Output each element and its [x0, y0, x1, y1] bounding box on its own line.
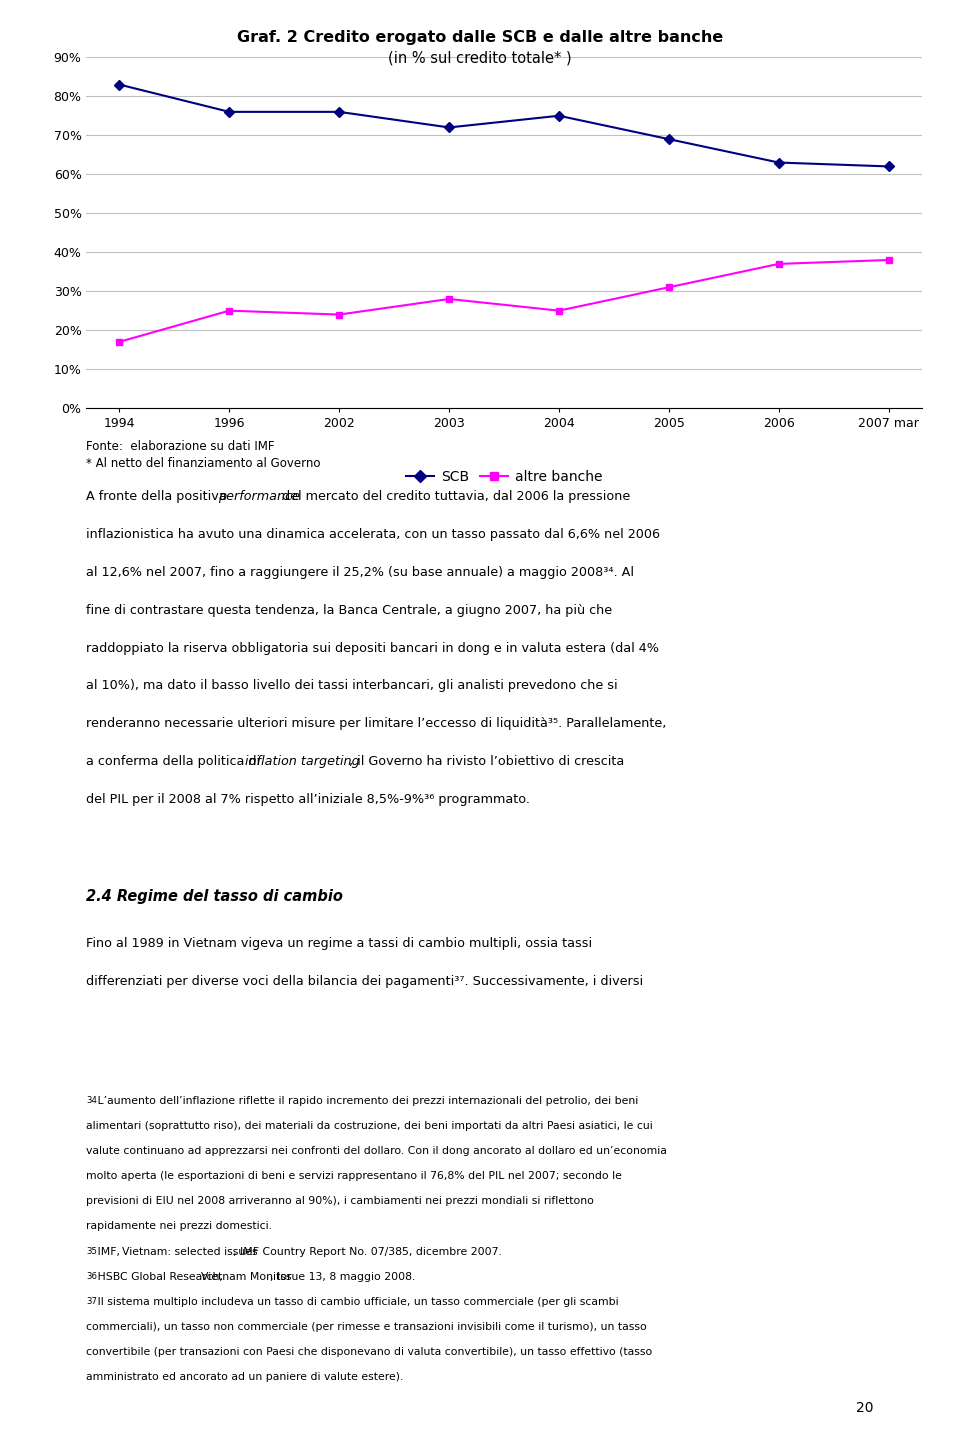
Text: amministrato ed ancorato ad un paniere di valute estere).: amministrato ed ancorato ad un paniere d…: [86, 1372, 404, 1382]
Text: al 12,6% nel 2007, fino a raggiungere il 25,2% (su base annuale) a maggio 2008³⁴: al 12,6% nel 2007, fino a raggiungere il…: [86, 566, 635, 579]
Legend: SCB, altre banche: SCB, altre banche: [400, 464, 608, 490]
Text: (in % sul credito totale* ): (in % sul credito totale* ): [388, 50, 572, 64]
Text: raddoppiato la riserva obbligatoria sui depositi bancari in dong e in valuta est: raddoppiato la riserva obbligatoria sui …: [86, 642, 660, 654]
Text: inflation targeting: inflation targeting: [245, 756, 360, 769]
Text: del PIL per il 2008 al 7% rispetto all’iniziale 8,5%-9%³⁶ programmato.: del PIL per il 2008 al 7% rispetto all’i…: [86, 793, 530, 806]
Text: , il Governo ha rivisto l’obiettivo di crescita: , il Governo ha rivisto l’obiettivo di c…: [349, 756, 625, 769]
Text: a conferma della politica di: a conferma della politica di: [86, 756, 265, 769]
Text: fine di contrastare questa tendenza, la Banca Centrale, a giugno 2007, ha più ch: fine di contrastare questa tendenza, la …: [86, 604, 612, 617]
Text: IMF,: IMF,: [94, 1246, 123, 1256]
Text: convertibile (per transazioni con Paesi che disponevano di valuta convertibile),: convertibile (per transazioni con Paesi …: [86, 1346, 653, 1356]
Text: Vietnam: selected issues: Vietnam: selected issues: [122, 1246, 257, 1256]
Text: performance: performance: [218, 490, 300, 503]
Text: differenziati per diverse voci della bilancia dei pagamenti³⁷. Successivamente, : differenziati per diverse voci della bil…: [86, 975, 643, 988]
Text: rapidamente nei prezzi domestici.: rapidamente nei prezzi domestici.: [86, 1221, 273, 1232]
Text: alimentari (soprattutto riso), dei materiali da costruzione, dei beni importati : alimentari (soprattutto riso), dei mater…: [86, 1121, 653, 1131]
Text: Vietnam Monitor: Vietnam Monitor: [201, 1272, 291, 1282]
Text: del mercato del credito tuttavia, dal 2006 la pressione: del mercato del credito tuttavia, dal 20…: [278, 490, 631, 503]
Text: HSBC Global Research,: HSBC Global Research,: [94, 1272, 227, 1282]
Text: 37: 37: [86, 1297, 97, 1306]
Text: * Al netto del finanziamento al Governo: * Al netto del finanziamento al Governo: [86, 457, 321, 470]
Text: al 10%), ma dato il basso livello dei tassi interbancari, gli analisti prevedono: al 10%), ma dato il basso livello dei ta…: [86, 679, 618, 693]
Text: 34: 34: [86, 1097, 97, 1106]
Text: 35: 35: [86, 1246, 97, 1256]
Text: valute continuano ad apprezzarsi nei confronti del dollaro. Con il dong ancorato: valute continuano ad apprezzarsi nei con…: [86, 1146, 667, 1156]
Text: commerciali), un tasso non commerciale (per rimesse e transazioni invisibili com: commerciali), un tasso non commerciale (…: [86, 1322, 647, 1332]
Text: renderanno necessarie ulteriori misure per limitare l’eccesso di liquidità³⁵. Pa: renderanno necessarie ulteriori misure p…: [86, 717, 667, 730]
Text: 2.4 Regime del tasso di cambio: 2.4 Regime del tasso di cambio: [86, 888, 344, 904]
Text: 20: 20: [856, 1400, 874, 1415]
Text: Graf. 2 Credito erogato dalle SCB e dalle altre banche: Graf. 2 Credito erogato dalle SCB e dall…: [237, 30, 723, 44]
Text: A fronte della positiva: A fronte della positiva: [86, 490, 231, 503]
Text: 36: 36: [86, 1272, 97, 1280]
Text: , IMF Country Report No. 07/385, dicembre 2007.: , IMF Country Report No. 07/385, dicembr…: [233, 1246, 502, 1256]
Text: inflazionistica ha avuto una dinamica accelerata, con un tasso passato dal 6,6% : inflazionistica ha avuto una dinamica ac…: [86, 527, 660, 541]
Text: Fonte:  elaborazione su dati IMF: Fonte: elaborazione su dati IMF: [86, 440, 275, 453]
Text: , Issue 13, 8 maggio 2008.: , Issue 13, 8 maggio 2008.: [271, 1272, 416, 1282]
Text: molto aperta (le esportazioni di beni e servizi rappresentano il 76,8% del PIL n: molto aperta (le esportazioni di beni e …: [86, 1171, 622, 1181]
Text: L’aumento dell’inflazione riflette il rapido incremento dei prezzi internazional: L’aumento dell’inflazione riflette il ra…: [94, 1097, 638, 1106]
Text: previsioni di EIU nel 2008 arriveranno al 90%), i cambiamenti nei prezzi mondial: previsioni di EIU nel 2008 arriveranno a…: [86, 1196, 594, 1206]
Text: Fino al 1989 in Vietnam vigeva un regime a tassi di cambio multipli, ossia tassi: Fino al 1989 in Vietnam vigeva un regime…: [86, 937, 592, 951]
Text: Il sistema multiplo includeva un tasso di cambio ufficiale, un tasso commerciale: Il sistema multiplo includeva un tasso d…: [94, 1297, 618, 1306]
